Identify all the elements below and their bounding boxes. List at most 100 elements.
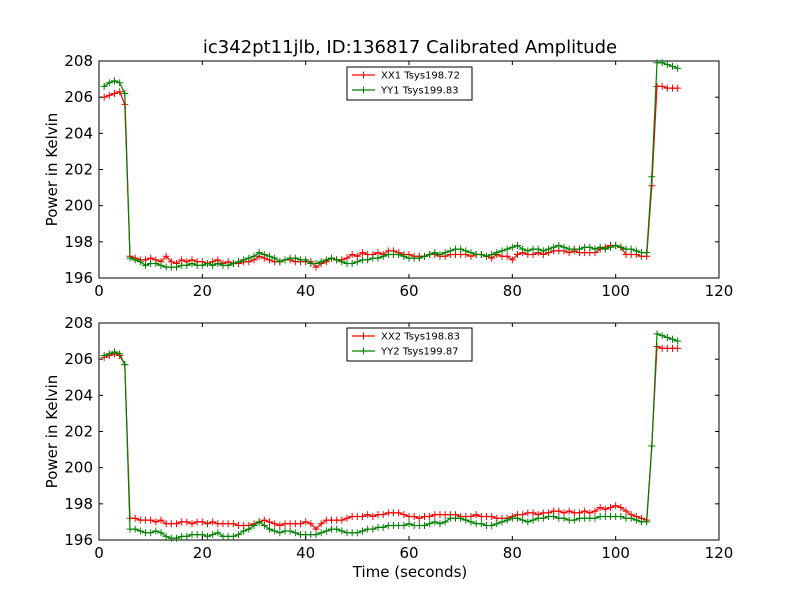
data-point <box>601 505 609 513</box>
data-point <box>648 442 656 450</box>
data-point <box>188 260 196 268</box>
data-point <box>462 247 470 255</box>
data-point <box>147 529 155 537</box>
data-point <box>379 523 387 531</box>
data-point <box>529 516 537 524</box>
data-point <box>131 514 139 522</box>
data-point <box>281 256 289 264</box>
data-point <box>400 522 408 530</box>
data-point <box>379 511 387 519</box>
y-tick-label: 208 <box>64 52 93 70</box>
x-tick-label: 60 <box>399 282 418 300</box>
data-point <box>307 520 315 528</box>
data-point <box>111 77 118 85</box>
data-point <box>591 514 599 522</box>
data-point <box>157 516 165 524</box>
data-point <box>369 525 377 533</box>
data-point <box>328 254 335 262</box>
data-point <box>214 260 222 268</box>
data-point <box>116 79 124 87</box>
x-tick-label: 20 <box>193 282 212 300</box>
data-point <box>514 514 521 522</box>
data-point <box>519 516 527 524</box>
data-point <box>338 527 346 535</box>
y-tick-label: 200 <box>64 459 93 477</box>
data-point <box>198 261 206 269</box>
data-point <box>617 512 625 520</box>
data-point <box>617 503 625 511</box>
data-point <box>131 525 139 533</box>
data-point <box>348 250 356 258</box>
data-point <box>379 252 387 260</box>
data-point <box>105 91 113 99</box>
data-point <box>436 520 444 528</box>
data-point <box>260 250 268 258</box>
data-point <box>255 249 263 257</box>
data-point <box>322 527 330 535</box>
data-point <box>431 518 439 526</box>
data-point <box>204 260 211 268</box>
data-point <box>405 520 413 528</box>
data-point <box>348 260 356 268</box>
data-point <box>669 335 676 343</box>
x-tick-label: 100 <box>601 282 630 300</box>
data-point <box>271 254 279 262</box>
data-point <box>529 509 537 517</box>
data-point <box>457 514 465 522</box>
data-point <box>100 82 108 90</box>
data-point <box>250 252 258 260</box>
y-tick-label: 208 <box>64 314 93 332</box>
data-point <box>209 261 217 269</box>
data-point <box>607 243 614 251</box>
data-point <box>183 261 191 269</box>
data-point <box>116 88 124 96</box>
data-point <box>333 525 341 533</box>
x-tick-label: 80 <box>503 544 522 562</box>
data-point <box>126 254 134 262</box>
data-point <box>317 520 325 528</box>
data-point <box>245 525 253 533</box>
data-point <box>674 64 682 72</box>
data-point <box>111 90 118 98</box>
data-point <box>250 522 258 530</box>
data-point <box>322 256 330 264</box>
data-point <box>627 514 635 522</box>
data-point <box>622 507 630 515</box>
x-tick-label: 0 <box>94 544 104 562</box>
data-point <box>343 514 351 522</box>
data-point <box>524 247 532 255</box>
data-point <box>503 516 511 524</box>
y-tick-label: 198 <box>64 495 93 513</box>
data-point <box>152 518 160 526</box>
x-tick-label: 100 <box>601 544 630 562</box>
data-point <box>591 507 599 515</box>
data-point <box>302 518 310 526</box>
data-point <box>152 260 160 268</box>
data-point <box>596 243 604 251</box>
data-point <box>488 512 496 520</box>
data-point <box>105 350 113 358</box>
data-point <box>395 509 403 517</box>
data-point <box>364 256 372 264</box>
data-point <box>498 518 506 526</box>
data-point <box>359 249 366 257</box>
data-point <box>209 518 217 526</box>
data-point <box>426 512 434 520</box>
data-point <box>245 254 253 262</box>
data-point <box>121 361 129 369</box>
top-plot-panel: 0 20 40 60 80 100 120 196 198 200 202 204 206 208 Powe… <box>43 52 733 300</box>
data-point <box>570 516 578 524</box>
data-point <box>266 525 273 533</box>
data-point <box>503 252 511 260</box>
bottom-plot-panel: 0 20 40 60 80 100 120 196 198 200 202 204 206 208 Powe… <box>43 314 733 562</box>
y-tick-label: 206 <box>64 88 93 106</box>
legend-box <box>346 66 473 101</box>
legend-marker <box>360 86 367 94</box>
data-point <box>188 520 196 528</box>
data-point <box>240 256 248 264</box>
data-point <box>617 243 625 251</box>
data-point <box>643 518 651 526</box>
data-point <box>441 518 449 526</box>
y-tick-label: 204 <box>64 386 93 404</box>
